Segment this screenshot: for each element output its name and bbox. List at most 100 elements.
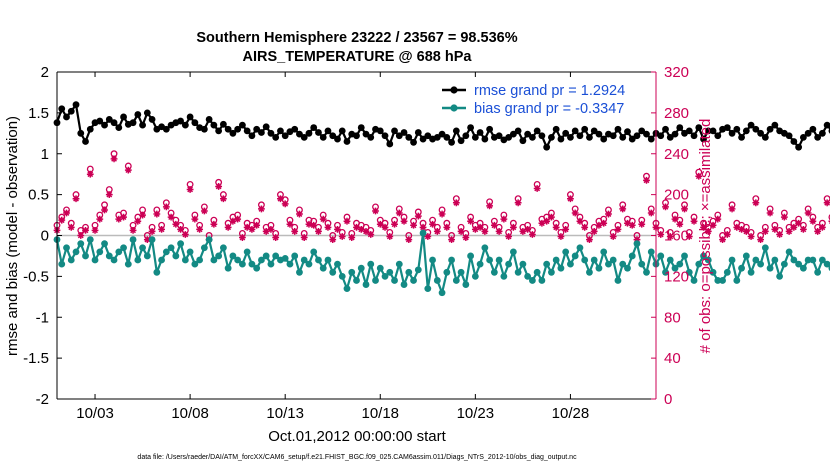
obs-assimilated-point	[452, 199, 460, 207]
bias-point	[101, 240, 108, 248]
obs-possible-point	[276, 191, 284, 199]
obs-possible-point	[671, 211, 679, 219]
rmse-point	[319, 134, 327, 141]
bias-point	[177, 240, 185, 248]
obs-possible-point	[785, 223, 793, 231]
bias-point	[700, 252, 707, 260]
obs-assimilated-point	[267, 225, 275, 233]
obs-possible-point	[547, 209, 555, 217]
bias-point	[300, 256, 308, 264]
bias-point	[429, 256, 436, 264]
bias-point	[205, 236, 213, 243]
obs-possible-point	[105, 186, 113, 193]
obs-possible-point	[124, 162, 132, 170]
obs-assimilated-point	[158, 225, 165, 233]
x-axis: 10/03 10/08 10/13 10/18 10/23 10/28	[76, 72, 589, 422]
bias-point	[96, 248, 104, 256]
obs-possible-point	[585, 232, 593, 239]
obs-assimilated-point	[728, 205, 736, 213]
obs-possible-point	[752, 195, 760, 203]
obs-assimilated-point	[410, 221, 417, 229]
obs-possible-point	[799, 221, 807, 229]
right-y-tick-label: 200	[664, 187, 689, 204]
rmse-point	[362, 130, 370, 138]
rmse-point	[315, 129, 322, 136]
bias-point	[823, 260, 830, 268]
obs-assimilated-point	[457, 228, 465, 235]
obs-assimilated-point	[567, 195, 574, 203]
rmse-point	[666, 134, 674, 141]
obs-possible-point	[196, 221, 204, 229]
obs-assimilated-point	[719, 236, 726, 243]
bias-point	[391, 277, 398, 284]
bias-point	[129, 236, 137, 243]
obs-possible-point	[348, 230, 356, 237]
obs-possible-point	[662, 199, 669, 207]
obs-assimilated-point	[277, 195, 284, 203]
rmse-point	[471, 134, 479, 141]
rmse-point	[353, 132, 360, 140]
obs-possible-point	[177, 221, 185, 229]
bias-point	[348, 268, 356, 276]
obs-assimilated-point	[200, 207, 208, 215]
bias-point	[338, 272, 346, 280]
rmse-point	[115, 124, 123, 131]
rmse-point	[424, 132, 432, 140]
obs-possible-point	[433, 223, 441, 231]
obs-assimilated-point	[134, 217, 142, 225]
bias-point	[576, 244, 584, 252]
rmse-point	[324, 127, 332, 135]
obs-possible-point	[495, 223, 503, 231]
obs-assimilated-point	[681, 205, 688, 213]
obs-assimilated-point	[343, 217, 351, 225]
bias-point	[481, 244, 489, 252]
obs-assimilated-point	[148, 228, 156, 235]
rmse-point	[110, 119, 118, 127]
rmse-point	[723, 124, 731, 131]
left-y-tick-label: 0	[41, 228, 49, 245]
rmse-point	[219, 120, 227, 128]
left-y-tick-label: -2	[36, 391, 49, 408]
bias-point	[690, 277, 698, 284]
obs-assimilated-point	[143, 236, 151, 243]
rmse-point	[120, 113, 127, 121]
bias-point	[234, 256, 242, 264]
obs-possible-point	[719, 232, 727, 239]
obs-assimilated-point	[310, 221, 318, 229]
bias-point	[419, 229, 427, 237]
rmse-point	[229, 129, 237, 137]
bias-point	[262, 252, 270, 260]
obs-assimilated-point	[771, 225, 779, 233]
obs-assimilated-point	[338, 233, 346, 240]
rmse-point	[809, 125, 817, 133]
bias-point	[410, 277, 417, 284]
right-y-axis-label: # of obs: o=possible; ×=assimilated	[697, 119, 714, 354]
rmse-point	[101, 121, 108, 129]
bias-point	[162, 248, 170, 256]
obs-possible-point	[657, 226, 665, 234]
obs-possible-point	[690, 213, 698, 221]
bias-point	[272, 252, 280, 260]
obs-possible-point	[723, 226, 731, 234]
obs-assimilated-point	[162, 203, 170, 211]
bias-point	[785, 248, 793, 256]
rmse-point	[704, 127, 712, 135]
bias-point	[562, 248, 570, 256]
bias-point	[614, 277, 622, 284]
obs-assimilated-point	[619, 205, 627, 213]
obs-assimilated-point	[353, 223, 360, 231]
obs-possible-point	[110, 150, 118, 158]
obs-possible-point	[476, 219, 484, 227]
obs-possible-point	[457, 223, 465, 231]
bias-point	[586, 268, 593, 276]
rmse-point	[258, 129, 265, 136]
bias-point	[533, 268, 541, 276]
rmse-point	[58, 105, 66, 113]
obs-assimilated-point	[86, 170, 94, 178]
rmse-point	[633, 132, 641, 140]
rmse-point	[609, 132, 617, 140]
bias-point	[443, 268, 451, 276]
obs-possible-point	[248, 221, 256, 229]
left-y-axis-label: rmse and bias (model - observation)	[4, 116, 21, 356]
obs-possible-point	[761, 223, 769, 231]
